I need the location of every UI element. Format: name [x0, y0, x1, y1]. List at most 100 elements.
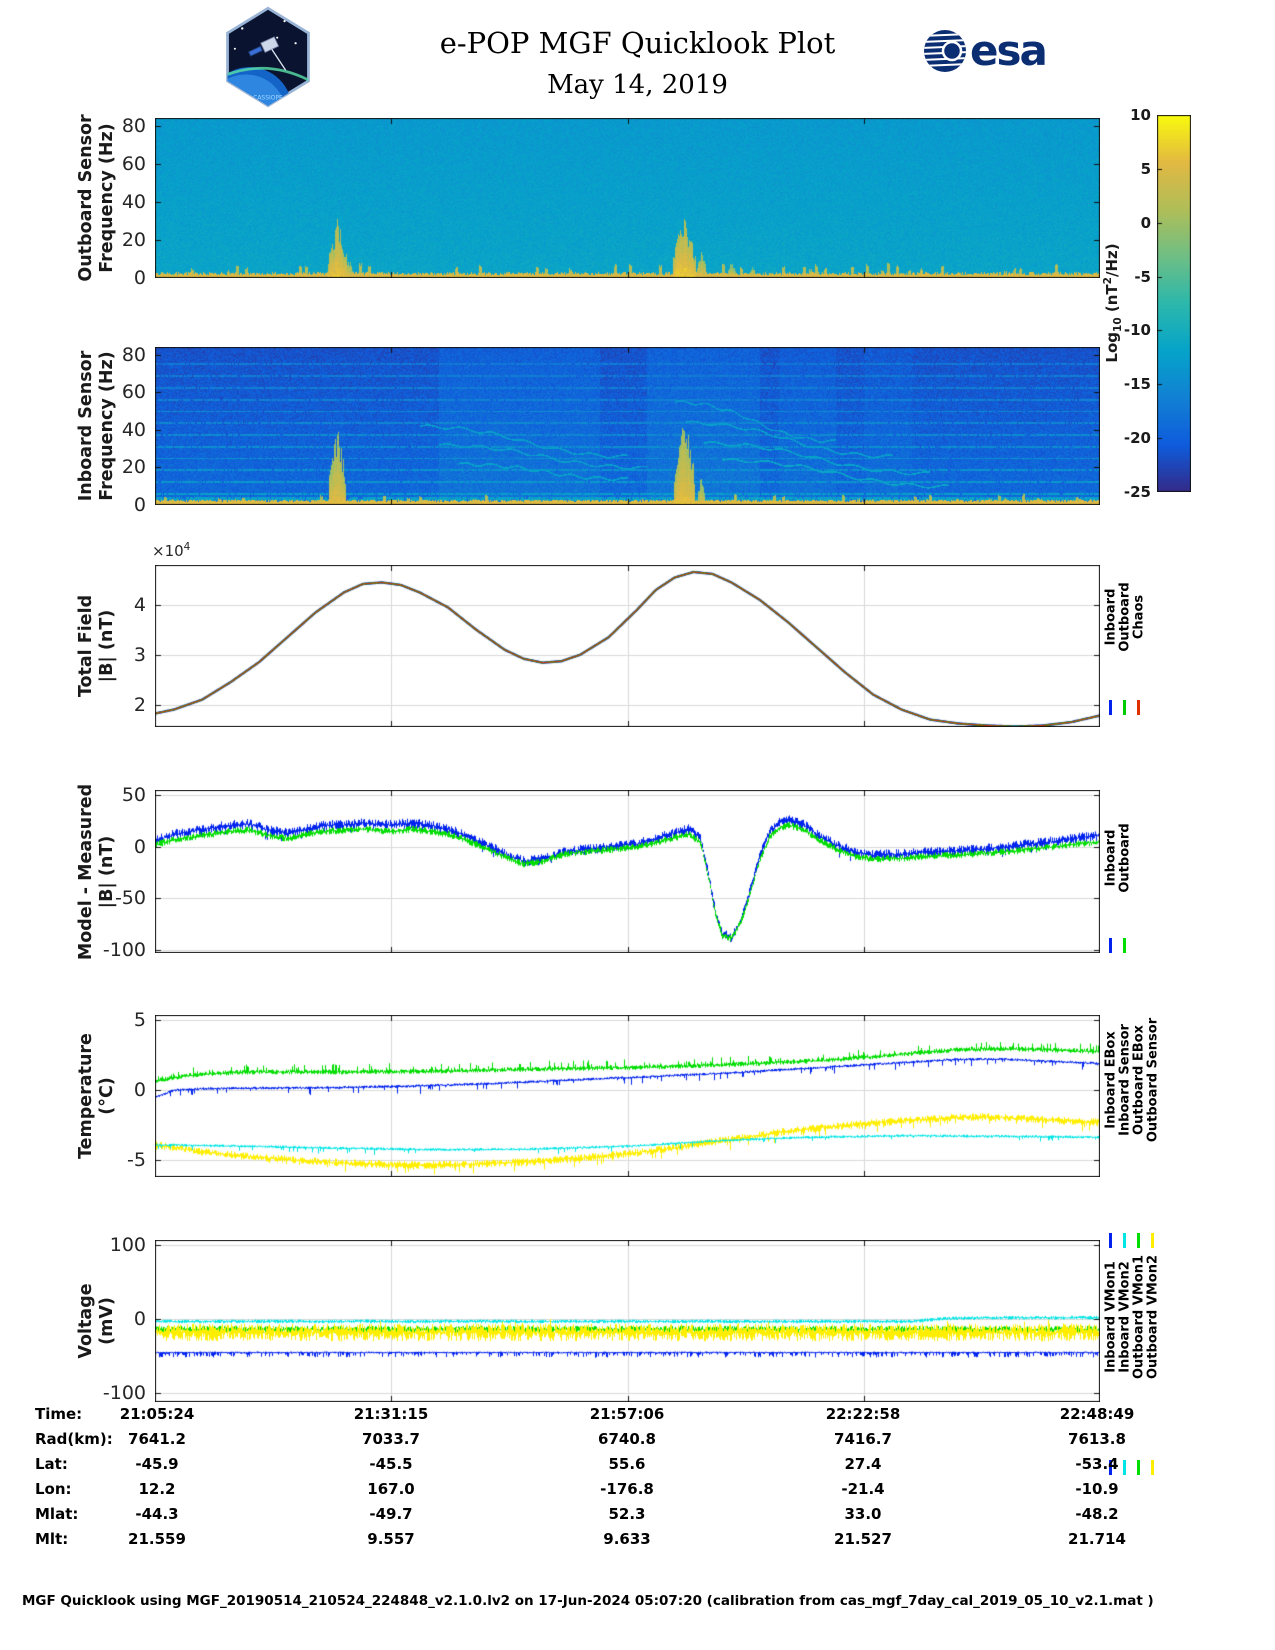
y-tick-label: -50	[114, 887, 146, 910]
page-title: e-POP MGF Quicklook Plot	[439, 26, 836, 60]
table-row-label-lon: Lon:	[35, 1480, 72, 1498]
y-tick-label: 5	[133, 1009, 146, 1032]
table-cell: 7613.8	[1068, 1430, 1126, 1448]
total_field-canvas	[155, 565, 1100, 727]
table-cell: 6740.8	[598, 1430, 656, 1448]
model-measured-plot-area	[155, 790, 1100, 953]
temperature-plot-area	[155, 1015, 1100, 1177]
esa-globe-icon	[924, 29, 966, 72]
colorbar-tick-label: -25	[1123, 483, 1151, 501]
y-tick-label: 0	[133, 835, 146, 858]
y-tick-label: 80	[121, 343, 146, 366]
y-tick-label: -100	[102, 938, 146, 961]
y-tick-label: 0	[133, 1308, 146, 1331]
colorbar-tick-label: -15	[1123, 375, 1151, 394]
model_minus_measured-canvas	[155, 790, 1100, 953]
colorbar-tick-label: 10	[1130, 106, 1151, 124]
total-field-plot-area	[155, 565, 1100, 727]
table-row-label-time: Time:	[35, 1405, 83, 1423]
table-cell: 21:57:06	[589, 1405, 665, 1423]
voltage-plot-area	[155, 1240, 1100, 1402]
y-tick-label: -100	[102, 1382, 146, 1405]
y-tick-label: 60	[121, 381, 146, 404]
colorbar-tick-label: -5	[1134, 267, 1151, 286]
legend-color-swatch	[1109, 1460, 1112, 1475]
table-cell: -10.9	[1075, 1480, 1119, 1498]
legend-label-inboard-vmon2: Inboard VMon2	[1117, 1261, 1133, 1373]
legend-label-inboard-ebox: Inboard EBox	[1103, 1031, 1119, 1129]
outboard-spectrogram-plot-area	[155, 118, 1100, 278]
legend-label-outboard: Outboard	[1117, 582, 1133, 652]
y-tick-label: 80	[121, 114, 146, 137]
table-row-label-lat: Lat:	[35, 1455, 68, 1473]
temperature-canvas	[155, 1015, 1100, 1177]
cassiope-patch-logo: CASSIOPE	[222, 6, 314, 112]
y-tick-label: 0	[133, 494, 146, 516]
table-cell: 55.6	[608, 1455, 646, 1473]
table-cell: 27.4	[844, 1455, 882, 1473]
y-tick-label: 20	[121, 456, 146, 479]
inboard_spectrogram-canvas	[155, 347, 1100, 505]
legend-label-inboard-vmon1: Inboard VMon1	[1103, 1261, 1119, 1373]
table-cell: -176.8	[600, 1480, 654, 1498]
y-tick-label: 0	[133, 1079, 146, 1102]
table-cell: 22:48:49	[1059, 1405, 1135, 1423]
outboard_spectrogram-canvas	[155, 118, 1100, 278]
legend-label-inboard: Inboard	[1103, 829, 1119, 887]
table-cell: -44.3	[135, 1505, 179, 1523]
table-cell: -48.2	[1075, 1505, 1119, 1523]
total-field-exponent-label: ×104	[152, 541, 191, 560]
y-tick-label: 0	[133, 267, 146, 289]
table-cell: -45.9	[135, 1455, 179, 1473]
table-cell: 9.633	[603, 1530, 651, 1548]
table-cell: 167.0	[367, 1480, 415, 1498]
y-tick-label: 100	[109, 1234, 146, 1257]
table-row-label-radkm: Rad(km):	[35, 1430, 113, 1448]
legend-color-swatch	[1151, 1460, 1154, 1475]
table-cell: -49.7	[369, 1505, 413, 1523]
esa-logo: esa	[922, 26, 1048, 75]
y-tick-label: 60	[121, 152, 146, 175]
legend-color-swatch	[1137, 700, 1140, 715]
colorbar	[1157, 115, 1191, 496]
table-cell: -45.5	[369, 1455, 413, 1473]
legend-label-inboard: Inboard	[1103, 588, 1119, 646]
colorbar-tick-label: -20	[1123, 429, 1151, 448]
voltage-canvas	[155, 1240, 1100, 1402]
legend-color-swatch	[1123, 1460, 1126, 1475]
table-cell: 7033.7	[362, 1430, 420, 1448]
legend-color-swatch	[1137, 1460, 1140, 1475]
legend-label-chaos: Chaos	[1131, 594, 1147, 640]
table-cell: 21.559	[128, 1530, 186, 1548]
y-tick-label: 4	[133, 593, 146, 616]
table-cell: 9.557	[367, 1530, 415, 1548]
legend-label-outboard: Outboard	[1117, 823, 1133, 893]
legend-color-swatch	[1109, 700, 1112, 715]
y-tick-label: 40	[121, 418, 146, 441]
table-cell: 12.2	[138, 1480, 176, 1498]
legend-color-swatch	[1137, 1233, 1140, 1248]
table-cell: -21.4	[841, 1480, 885, 1498]
y-tick-label: -5	[127, 1149, 146, 1172]
legend-color-swatch	[1123, 938, 1126, 953]
footer-caption: MGF Quicklook using MGF_20190514_210524_…	[22, 1593, 1154, 1609]
table-cell: 21:05:24	[119, 1405, 195, 1423]
legend-label-outboard-ebox: Outboard EBox	[1131, 1025, 1147, 1135]
esa-logo-text: esa	[970, 26, 1048, 75]
legend-color-swatch	[1109, 1233, 1112, 1248]
table-row-label-mlat: Mlat:	[35, 1505, 79, 1523]
legend-color-swatch	[1123, 1233, 1126, 1248]
legend-label-outboard-vmon1: Outboard VMon1	[1131, 1254, 1147, 1380]
table-cell: 7641.2	[128, 1430, 186, 1448]
table-row-label-mlt: Mlt:	[35, 1530, 69, 1548]
legend-label-inboard-sensor: Inboard Sensor	[1117, 1024, 1133, 1136]
cassiope-logo-text: CASSIOPE	[253, 94, 283, 101]
y-tick-label: 40	[121, 190, 146, 213]
plot-date: May 14, 2019	[547, 70, 728, 100]
inboard-spectrogram-plot-area	[155, 347, 1100, 505]
table-cell: 21.714	[1068, 1530, 1126, 1548]
table-cell: 22:22:58	[825, 1405, 901, 1423]
y-tick-label: 2	[133, 693, 146, 716]
y-tick-label: 50	[121, 784, 146, 807]
